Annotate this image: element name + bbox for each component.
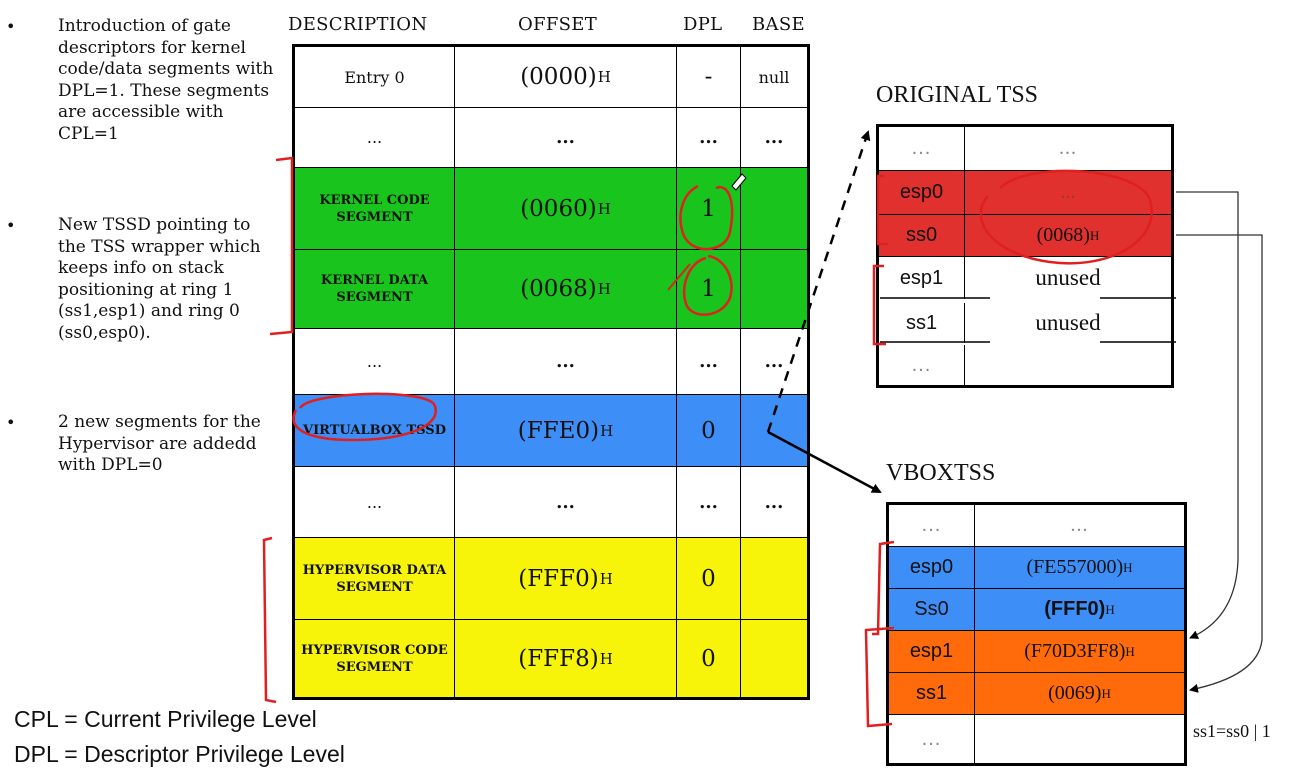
tss-value: unused [1035, 265, 1101, 290]
row-description: HYPERVISOR CODE SEGMENT [295, 620, 455, 697]
row-dpl: ... [677, 108, 741, 167]
row-offset: ... [455, 108, 677, 167]
row-dpl: 1 [677, 250, 741, 328]
esp0-connector [1176, 234, 1263, 693]
table-row: esp1 (F70D3FF8) H [889, 631, 1184, 673]
table-row: HYPERVISOR DATA SEGMENT (FFF0) H 0 [295, 538, 807, 620]
row-dpl: ... [677, 329, 741, 394]
tss-key: esp0 [889, 547, 975, 588]
table-row: VIRTUALBOX TSSD (FFE0) H 0 [295, 395, 807, 467]
table-row: ... ... [879, 127, 1171, 171]
table-row: ss0 (0068) H [879, 215, 1171, 257]
row-offset: (0068) H [455, 250, 677, 328]
tss-key: ss0 [879, 215, 965, 256]
tss-value: unused [1035, 310, 1101, 335]
row-base: ... [764, 127, 784, 148]
row-base: ... [764, 491, 784, 513]
legend-dpl: DPL = Descriptor Privilege Level [14, 741, 345, 767]
bullet-text: Introduction of gate descriptors for ker… [58, 16, 274, 144]
row-description: HYPERVISOR DATA SEGMENT [295, 538, 455, 619]
header-base: BASE [752, 14, 805, 35]
row-description: VIRTUALBOX TSSD [295, 395, 455, 466]
tss-key: ... [889, 715, 975, 763]
table-row: esp1 unused [879, 257, 1171, 299]
row-dpl: 0 [677, 538, 741, 619]
row-dpl: ... [677, 467, 741, 537]
table-row: ... ... [889, 505, 1184, 547]
row-description: ... [295, 108, 455, 167]
legend-cpl: CPL = Current Privilege Level [14, 706, 317, 732]
tss-key: esp1 [889, 631, 975, 672]
row-dpl: - [677, 47, 741, 107]
tss-value: (0068) H [1036, 224, 1100, 246]
ss1-formula-note: ss1=ss0 | 1 [1193, 721, 1271, 741]
dashed-pointer-arrow [766, 130, 871, 433]
tss-value: (FFF0) H [1044, 598, 1115, 620]
row-dpl: 1 [677, 168, 741, 249]
tss-key: ss1 [889, 673, 975, 714]
tss-key: ... [879, 345, 965, 385]
table-row: Ss0 (FFF0) H [889, 589, 1184, 631]
row-description: ... [295, 467, 455, 537]
table-row: ... [879, 345, 1171, 385]
table-row: ... ... ... ... [295, 329, 807, 395]
row-description: Entry 0 [295, 47, 455, 107]
table-row: Entry 0 (0000) H - null [295, 47, 807, 108]
bullet-dot: • [6, 413, 16, 432]
row-offset: ... [455, 467, 677, 537]
tss-key: esp1 [879, 257, 965, 299]
table-row: esp0 (FE557000) H [889, 547, 1184, 589]
header-description: DESCRIPTION [288, 14, 428, 35]
row-description: KERNEL DATA SEGMENT [295, 250, 455, 328]
table-row: ... ... ... ... [295, 467, 807, 538]
bullet-text: New TSSD pointing to the TSS wrapper whi… [58, 215, 261, 343]
row-offset: ... [455, 329, 677, 394]
bullet-dot: • [6, 216, 16, 235]
original-tss-title: ORIGINAL TSS [876, 82, 1039, 108]
tss-value: ... [1059, 137, 1077, 159]
row-description: ... [295, 329, 455, 394]
table-row: HYPERVISOR CODE SEGMENT (FFF8) H 0 [295, 620, 807, 697]
row-dpl: 0 [677, 620, 741, 697]
header-dpl: DPL [683, 14, 723, 35]
ss0-connector [1176, 191, 1239, 639]
tss-value: ... [1060, 181, 1076, 203]
table-row: ss1 unused [879, 303, 1171, 343]
bullet-text: 2 new segments for the Hypervisor are ad… [58, 412, 261, 475]
row-offset: (0000) H [455, 47, 677, 107]
row-dpl: 0 [677, 395, 741, 466]
tss-key: ... [879, 127, 965, 170]
header-offset: OFFSET [518, 14, 598, 35]
row-offset: (FFE0) H [455, 395, 677, 466]
bullet-dot: • [6, 17, 16, 36]
tss-value: (F70D3FF8) H [1024, 640, 1135, 662]
table-row: ... ... ... ... [295, 108, 807, 168]
tss-value: (0069) H [1048, 682, 1111, 704]
row-base: ... [764, 351, 784, 372]
tss-value: (FE557000) H [1026, 556, 1133, 578]
tss-key: Ss0 [889, 589, 975, 630]
vbox-tss-table: ... ... esp0 (FE557000) H Ss0 (FFF0) H e… [886, 502, 1187, 766]
row-offset: (0060) H [455, 168, 677, 249]
descriptor-table: Entry 0 (0000) H - null ... ... ... ... K… [292, 44, 810, 700]
row-base: null [758, 67, 790, 87]
table-row: ss1 (0069) H [889, 673, 1184, 715]
table-row: ... [889, 715, 1184, 763]
table-row: KERNEL CODE SEGMENT (0060) H 1 [295, 168, 807, 250]
row-offset: (FFF8) H [455, 620, 677, 697]
pointer-arrow [767, 430, 882, 494]
row-offset: (FFF0) H [455, 538, 677, 619]
tss-key: ss1 [879, 303, 965, 343]
row-description: KERNEL CODE SEGMENT [295, 168, 455, 249]
vbox-tss-title: VBOXTSS [886, 460, 996, 486]
tss-value: ... [1070, 514, 1089, 536]
tss-key: esp0 [879, 171, 965, 214]
tss-key: ... [889, 505, 975, 546]
